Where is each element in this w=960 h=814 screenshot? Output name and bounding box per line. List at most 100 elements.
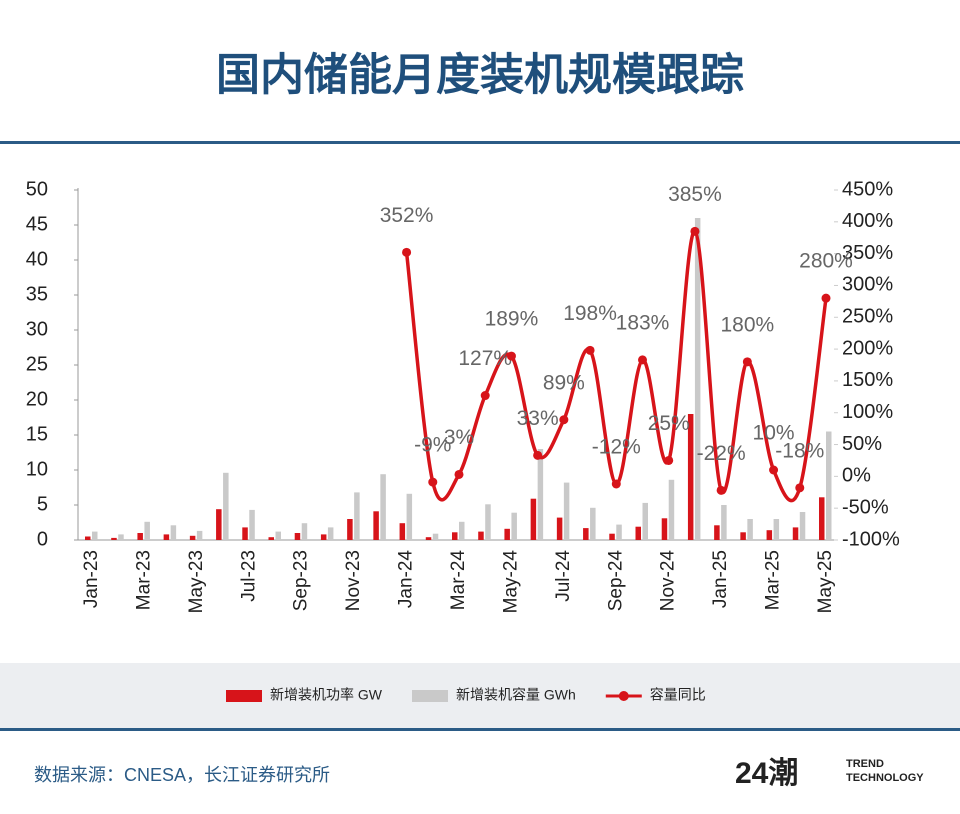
chart-title: 国内储能月度装机规模跟踪 bbox=[216, 51, 744, 100]
point bbox=[533, 450, 543, 460]
bar bbox=[583, 528, 589, 540]
bar bbox=[170, 525, 177, 540]
y-tick-label: 0 bbox=[37, 528, 48, 550]
bar bbox=[714, 525, 720, 540]
divider bbox=[0, 141, 960, 144]
x-tick-label: Mar-25 bbox=[763, 550, 784, 610]
bar bbox=[635, 526, 641, 540]
y-tick-label: 45 bbox=[26, 213, 48, 235]
y2-tick-label: 100% bbox=[842, 401, 893, 423]
bar bbox=[668, 479, 675, 540]
data-label: 127% bbox=[458, 347, 512, 370]
data-label: 183% bbox=[616, 311, 670, 334]
point bbox=[769, 465, 779, 475]
y2-tick-label: 450% bbox=[842, 178, 893, 200]
legend-swatch bbox=[412, 690, 448, 702]
x-tick-label: May-23 bbox=[186, 550, 207, 613]
bar bbox=[85, 536, 91, 540]
point bbox=[506, 351, 516, 361]
y2-tick-label: 150% bbox=[842, 369, 893, 391]
bar bbox=[216, 509, 222, 540]
point bbox=[716, 485, 726, 495]
bar bbox=[275, 531, 281, 540]
y-tick-label: 40 bbox=[26, 248, 48, 270]
y-tick-label: 35 bbox=[26, 283, 48, 305]
point bbox=[559, 415, 569, 425]
data-label: 10% bbox=[753, 422, 795, 445]
data-label: 89% bbox=[543, 371, 585, 394]
bar bbox=[530, 498, 537, 540]
bar bbox=[556, 517, 563, 540]
point bbox=[611, 479, 621, 489]
bar bbox=[118, 534, 124, 540]
bar bbox=[504, 528, 510, 540]
bar bbox=[721, 505, 727, 540]
divider bbox=[0, 728, 960, 731]
bar bbox=[563, 482, 570, 540]
legend-label: 新增装机容量 GWh bbox=[456, 687, 576, 703]
y-tick-label: 5 bbox=[37, 493, 48, 515]
point bbox=[795, 483, 805, 493]
data-label: -22% bbox=[697, 442, 746, 465]
bar bbox=[301, 523, 308, 540]
data-label: 352% bbox=[380, 204, 434, 227]
data-label: 25% bbox=[648, 412, 690, 435]
x-tick-label: Jul-23 bbox=[238, 550, 259, 602]
bar bbox=[511, 512, 517, 540]
bar bbox=[452, 532, 458, 540]
bar bbox=[294, 533, 301, 540]
x-tick-label: Jan-25 bbox=[710, 550, 731, 608]
bar bbox=[144, 521, 150, 540]
bar bbox=[661, 518, 668, 540]
point bbox=[454, 469, 464, 479]
point bbox=[480, 391, 490, 401]
y2-tick-label: 50% bbox=[842, 433, 882, 455]
legend-label: 容量同比 bbox=[650, 687, 706, 703]
y2-tick-label: -50% bbox=[842, 496, 889, 518]
y-tick-label: 30 bbox=[26, 318, 48, 340]
bar bbox=[242, 527, 248, 540]
x-tick-label: Nov-23 bbox=[343, 550, 364, 611]
bar bbox=[537, 449, 544, 540]
legend-label: 新增装机功率 GW bbox=[270, 687, 383, 703]
logo-mark: 24潮 bbox=[735, 757, 798, 790]
x-tick-label: Nov-24 bbox=[658, 550, 679, 612]
point bbox=[690, 226, 700, 236]
bar bbox=[616, 524, 622, 540]
bar bbox=[766, 530, 773, 540]
bar bbox=[642, 502, 648, 540]
bar bbox=[819, 497, 825, 540]
bar bbox=[459, 521, 465, 540]
x-tick-label: Mar-24 bbox=[448, 550, 469, 611]
point bbox=[402, 247, 412, 257]
y-tick-label: 25 bbox=[26, 353, 48, 375]
bar bbox=[163, 534, 170, 540]
y2-tick-label: 350% bbox=[842, 242, 893, 264]
y-tick-label: 15 bbox=[26, 423, 48, 445]
bar bbox=[399, 523, 406, 540]
point bbox=[638, 355, 647, 365]
data-label: 385% bbox=[668, 183, 722, 206]
bar bbox=[799, 512, 806, 540]
bar bbox=[609, 533, 615, 540]
data-label: 189% bbox=[485, 308, 539, 331]
x-tick-label: Sep-24 bbox=[605, 550, 626, 612]
legend-swatch bbox=[618, 691, 629, 701]
data-label: 198% bbox=[563, 302, 617, 325]
bar bbox=[380, 474, 386, 540]
bar bbox=[137, 533, 143, 540]
bar bbox=[268, 537, 274, 540]
legend-band bbox=[0, 663, 960, 728]
bar bbox=[189, 535, 196, 540]
data-label: -9% bbox=[414, 434, 451, 457]
bar bbox=[485, 504, 491, 540]
y2-tick-label: 300% bbox=[842, 274, 893, 296]
bar bbox=[373, 511, 379, 540]
bar bbox=[249, 509, 255, 540]
x-tick-label: Jan-23 bbox=[81, 550, 102, 608]
bar bbox=[347, 519, 353, 540]
y2-tick-label: 250% bbox=[842, 306, 893, 328]
bar bbox=[320, 534, 327, 540]
point bbox=[821, 293, 831, 303]
